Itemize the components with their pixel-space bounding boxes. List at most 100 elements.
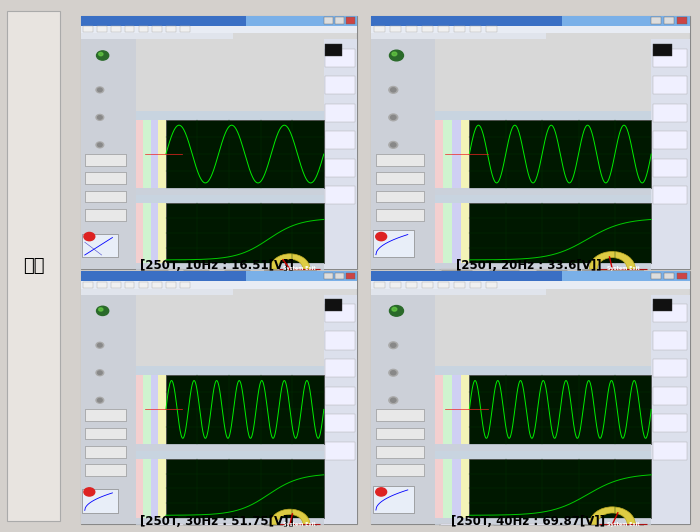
Bar [653,48,687,67]
Bar [158,375,166,444]
Circle shape [389,50,403,61]
Circle shape [99,308,103,311]
Bar [158,120,166,188]
Bar [372,486,414,512]
Bar [80,39,136,269]
Wedge shape [270,254,310,269]
Bar [677,18,687,24]
Bar [83,281,93,288]
Circle shape [391,143,396,147]
Bar [435,203,443,263]
Circle shape [96,370,104,376]
Circle shape [84,232,95,240]
Circle shape [389,114,398,121]
Bar [562,16,690,26]
Bar [438,281,449,288]
Bar [435,518,651,525]
Bar [111,281,120,288]
Bar [166,120,324,188]
Bar [653,131,687,149]
Bar [651,273,661,279]
Bar [144,203,150,263]
Bar [454,26,465,32]
Bar [435,375,443,444]
Bar [326,159,355,177]
Bar [80,16,246,26]
Circle shape [99,53,103,56]
Bar [371,281,690,288]
Bar [452,203,461,263]
Bar [136,366,324,375]
Bar [139,524,187,525]
Bar [246,16,357,26]
Bar [166,375,324,444]
Bar [139,26,148,32]
Circle shape [392,307,397,311]
Bar [435,111,651,120]
Bar [651,295,690,524]
Bar [83,26,93,32]
Bar [346,18,355,24]
Circle shape [96,397,104,403]
Circle shape [392,52,397,56]
Bar [653,159,687,177]
Bar [452,120,461,188]
Bar [435,120,443,188]
Bar [346,273,355,279]
Circle shape [97,306,108,315]
Bar [470,203,651,263]
Bar [651,18,661,24]
Bar [422,281,433,288]
Text: System Exit: System Exit [607,267,639,271]
Bar [180,26,190,32]
Bar [85,464,127,476]
Bar [486,26,497,32]
Circle shape [97,344,102,347]
Bar [264,269,316,270]
Bar [158,203,166,263]
Bar [653,44,672,55]
Circle shape [391,115,396,119]
Bar [582,524,643,525]
Bar [470,459,651,518]
Circle shape [391,343,396,347]
Bar [470,26,481,32]
Bar [435,188,651,195]
Circle shape [96,142,104,148]
Circle shape [97,51,108,60]
Bar [653,442,687,460]
Bar [326,131,355,149]
Bar [374,281,385,288]
Bar [136,518,324,525]
Bar [371,271,562,281]
Bar [470,375,651,444]
Bar [653,359,687,377]
Bar [326,331,355,350]
Bar [435,195,651,203]
Bar [136,195,324,203]
Circle shape [96,114,104,120]
Bar [136,263,324,270]
Text: System Exit: System Exit [283,267,316,271]
Wedge shape [589,507,636,525]
Circle shape [389,142,398,148]
Bar [324,295,357,524]
Bar [80,33,232,39]
Bar [452,459,461,518]
Bar [376,428,424,439]
Bar [136,375,144,444]
Bar [80,281,357,288]
Bar [461,120,470,188]
Bar [443,203,452,263]
Bar [150,120,158,188]
Bar [144,459,150,518]
Bar [82,489,118,512]
Bar [653,300,672,311]
Text: [250T, 30Hz : 51.75[V]]: [250T, 30Hz : 51.75[V]] [140,515,294,528]
Bar [150,459,158,518]
Bar [452,375,461,444]
Bar [562,271,690,281]
Bar [486,281,497,288]
Bar [653,331,687,350]
Bar [85,191,127,202]
